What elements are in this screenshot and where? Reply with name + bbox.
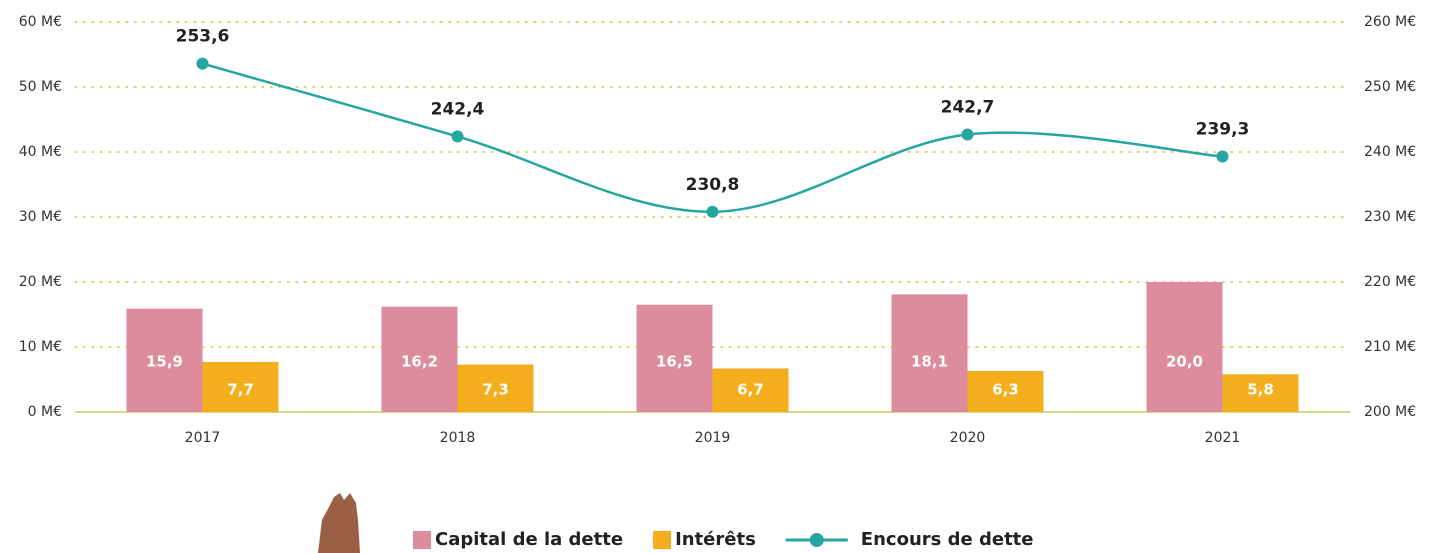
y-tick-label: 50 M€: [19, 79, 62, 95]
bar: [891, 294, 968, 412]
bar-value-label: 6,7: [737, 381, 764, 399]
bar: [381, 306, 458, 412]
bar: [712, 368, 789, 412]
bar: [202, 361, 279, 412]
legend-label: Capital de la dette: [435, 529, 623, 550]
x-tick-label: 2018: [440, 430, 476, 446]
bar: [1222, 374, 1299, 412]
y-tick-label: 40 M€: [19, 144, 62, 160]
y-tick-label: 30 M€: [19, 209, 62, 225]
legend-marker: [809, 533, 824, 547]
x-tick-label: 2019: [695, 430, 731, 446]
y-tick-label: 0 M€: [28, 404, 62, 420]
line-value-label: 239,3: [1196, 120, 1250, 140]
bar-value-label: 7,7: [227, 381, 254, 399]
line-point: [451, 130, 464, 143]
legend-swatch: [413, 531, 431, 549]
line-value-label: 230,8: [686, 175, 740, 195]
x-tick-label: 2017: [185, 430, 221, 446]
y2-tick-label: 250 M€: [1364, 79, 1416, 95]
bar-value-label: 16,5: [656, 353, 693, 371]
line-point: [961, 128, 974, 141]
bar-value-label: 18,1: [911, 353, 948, 371]
y2-tick-label: 260 M€: [1364, 14, 1416, 30]
legend-label: Encours de dette: [861, 529, 1034, 550]
y-tick-label: 10 M€: [19, 339, 62, 355]
bar-value-label: 15,9: [146, 353, 183, 371]
bar-value-label: 7,3: [482, 381, 509, 399]
y2-tick-label: 240 M€: [1364, 144, 1416, 160]
bar-value-label: 5,8: [1247, 381, 1274, 399]
bar: [457, 364, 534, 412]
line-value-label: 253,6: [176, 27, 230, 47]
legend-label: Intérêts: [675, 529, 756, 550]
bar-value-label: 20,0: [1166, 353, 1203, 371]
x-tick-label: 2020: [950, 430, 986, 446]
bar-value-label: 16,2: [401, 353, 438, 371]
line-value-label: 242,7: [941, 97, 995, 117]
x-tick-label: 2021: [1205, 430, 1241, 446]
y2-tick-label: 230 M€: [1364, 209, 1416, 225]
line-point: [1216, 150, 1229, 163]
bar: [636, 304, 713, 412]
hand-illustration: [318, 493, 360, 553]
legend-swatch: [653, 531, 672, 549]
line-point: [706, 205, 719, 218]
y-tick-label: 20 M€: [19, 274, 62, 290]
y2-tick-label: 210 M€: [1364, 339, 1416, 355]
line-point: [196, 57, 209, 70]
y2-tick-label: 220 M€: [1364, 274, 1416, 290]
y2-tick-label: 200 M€: [1364, 404, 1416, 420]
bar: [126, 308, 203, 412]
bar: [1146, 282, 1223, 412]
bar: [967, 371, 1044, 412]
bar-value-label: 6,3: [992, 381, 1019, 399]
y-tick-label: 60 M€: [19, 14, 62, 30]
line-value-label: 242,4: [431, 99, 485, 119]
